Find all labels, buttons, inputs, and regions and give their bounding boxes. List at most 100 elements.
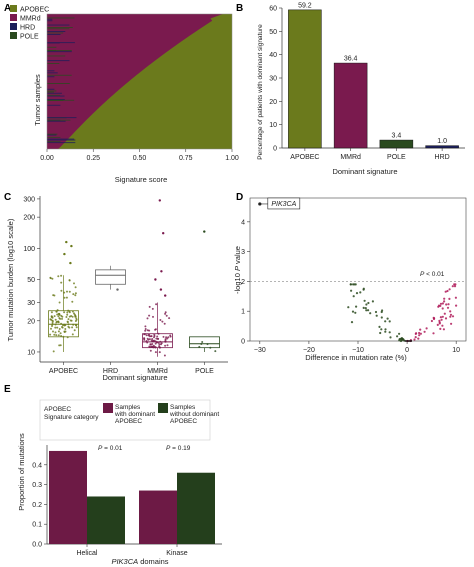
c-point [58, 317, 61, 320]
a-stripe [47, 18, 53, 20]
d-point [359, 291, 362, 294]
b-xtick-label: POLE [387, 154, 406, 161]
c-point [57, 275, 60, 278]
c-point [73, 282, 75, 285]
c-point [68, 315, 71, 318]
c-point [59, 344, 62, 347]
c-point [49, 333, 52, 336]
e-legend-title-2: Signature category [44, 414, 99, 421]
c-point [75, 318, 78, 321]
d-point [388, 331, 391, 334]
d-point [398, 332, 401, 335]
d-point [352, 283, 355, 286]
d-point [444, 290, 447, 293]
c-point [159, 319, 162, 321]
c-point [75, 326, 78, 329]
d-point [443, 300, 446, 303]
a-legend-label: MMRd [20, 16, 41, 23]
d-point [417, 337, 420, 340]
d-threshold-label: P < 0.01 [420, 271, 445, 278]
d-point [442, 328, 445, 331]
c-point [155, 303, 158, 306]
c-point [61, 317, 63, 320]
d-point [448, 297, 451, 300]
d-point [441, 302, 444, 305]
d-point [398, 338, 401, 341]
c-point [64, 328, 67, 330]
d-pik3ca-box [267, 197, 301, 210]
b-xtick-label: HRD [435, 154, 450, 161]
c-point [145, 334, 148, 337]
d-point [449, 315, 452, 318]
d-xtick-label: 10 [452, 347, 460, 354]
a-xtick-label: 1.00 [225, 155, 239, 162]
d-point [380, 328, 383, 331]
d-point [415, 332, 418, 335]
d-xtick-label: 0 [405, 347, 409, 354]
d-point [441, 324, 444, 327]
e-xtick-label: Kinase [166, 550, 188, 557]
a-stripe [47, 117, 77, 119]
d-point [418, 334, 421, 337]
e-legend-title-1: APOBEC [44, 406, 71, 413]
c-point [153, 336, 155, 339]
e-ytick-label: 0.1 [32, 522, 42, 529]
d-xtick-label: −30 [254, 347, 266, 354]
a-xlabel: Signature score [115, 175, 168, 184]
c-point [144, 329, 147, 332]
d-point [381, 309, 384, 312]
c-point [58, 344, 61, 347]
panel-e: Proportion of mutations PIK3CA domains A… [17, 399, 222, 566]
d-point [451, 315, 455, 318]
c-ytick-label: 100 [23, 246, 35, 253]
d-point [371, 300, 374, 303]
c-point [143, 337, 146, 340]
a-legend-swatch [10, 5, 17, 12]
c-point [156, 335, 159, 338]
a-stripe [47, 104, 61, 106]
a-stripe [47, 70, 55, 72]
d-point [443, 312, 446, 315]
c-point [201, 341, 204, 343]
c-point [72, 293, 75, 296]
c-point [146, 317, 149, 320]
d-point [449, 313, 453, 316]
a-stripe [47, 60, 70, 62]
c-outlier [63, 252, 66, 256]
c-point [152, 315, 154, 318]
a-stripe [47, 55, 66, 57]
c-point [58, 328, 61, 330]
c-outlier [160, 270, 163, 273]
e-legend-box [39, 399, 211, 441]
c-point [54, 331, 57, 334]
c-point [167, 336, 170, 339]
c-box [189, 336, 220, 349]
b-ylabel: Percentage of patients with dominant sig… [257, 24, 264, 160]
a-mmrd-region [47, 14, 223, 149]
d-point [423, 330, 426, 333]
d-point [439, 302, 443, 305]
c-point [147, 334, 150, 337]
c-point [56, 326, 59, 329]
d-ytick-label: 3 [241, 249, 245, 256]
c-point [148, 305, 151, 308]
c-point [61, 326, 63, 328]
d-ytick-label: 2 [241, 279, 245, 286]
a-stripe [47, 27, 73, 28]
c-outlier [203, 230, 206, 233]
panel-a: Tumor samples Signature score 0.00 0.25 0.… [10, 5, 239, 184]
c-point [214, 350, 217, 353]
c-point [58, 301, 61, 304]
c-point [57, 330, 60, 333]
c-point [49, 318, 52, 321]
a-stripe [47, 133, 58, 135]
e-xtick-label: Helical [76, 550, 97, 557]
a-xtick-label: 0.50 [133, 155, 147, 162]
b-ytick-label: 0 [273, 146, 277, 153]
b-value-label: 1.0 [437, 138, 447, 145]
d-point [350, 289, 353, 292]
a-stripe [47, 99, 65, 100]
c-point [163, 322, 166, 325]
d-point [354, 311, 357, 314]
